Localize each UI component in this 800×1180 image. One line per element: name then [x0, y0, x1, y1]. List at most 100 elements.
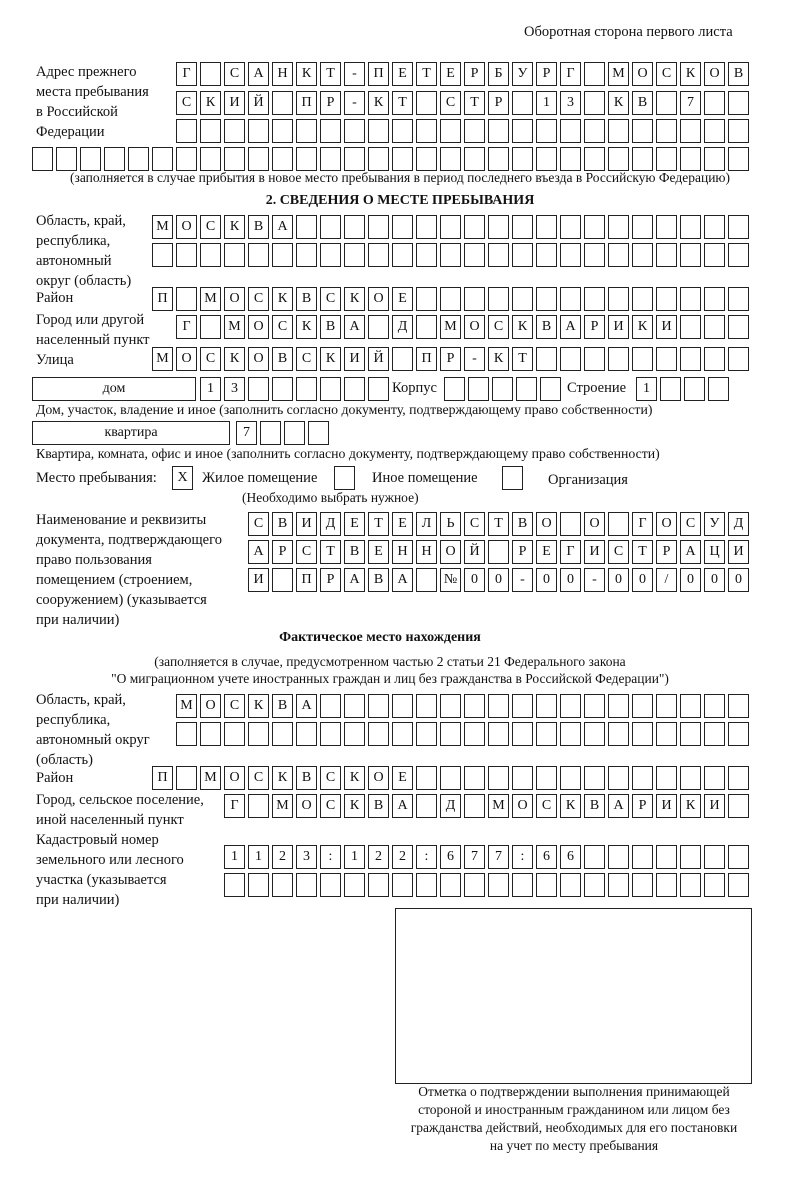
char-cell[interactable]: И	[728, 540, 749, 564]
char-cell[interactable]	[708, 377, 729, 401]
char-cell[interactable]: 0	[704, 568, 725, 592]
char-cell[interactable]: Р	[272, 540, 293, 564]
char-cell[interactable]	[488, 119, 509, 143]
char-cell[interactable]	[704, 91, 725, 115]
char-cell[interactable]	[200, 119, 221, 143]
char-cell[interactable]	[224, 873, 245, 897]
char-cell[interactable]	[128, 147, 149, 171]
char-cell[interactable]: И	[584, 540, 605, 564]
char-cell[interactable]: П	[152, 766, 173, 790]
char-cell[interactable]	[560, 147, 581, 171]
flat-type-field[interactable]: квартира	[32, 421, 230, 445]
char-cell[interactable]	[176, 766, 197, 790]
char-cell[interactable]	[512, 91, 533, 115]
char-cell[interactable]: Е	[344, 512, 365, 536]
house-type-field[interactable]: дом	[32, 377, 196, 401]
char-cell[interactable]: И	[248, 568, 269, 592]
char-cell[interactable]: В	[512, 512, 533, 536]
char-cell[interactable]	[704, 119, 725, 143]
char-cell[interactable]	[260, 421, 281, 445]
char-cell[interactable]	[680, 215, 701, 239]
char-cell[interactable]: И	[344, 347, 365, 371]
char-cell[interactable]	[584, 147, 605, 171]
char-cell[interactable]	[368, 315, 389, 339]
char-cell[interactable]	[704, 147, 725, 171]
char-cell[interactable]	[656, 119, 677, 143]
char-cell[interactable]: -	[344, 91, 365, 115]
char-cell[interactable]	[512, 766, 533, 790]
char-cell[interactable]	[392, 873, 413, 897]
char-cell[interactable]: Д	[440, 794, 461, 818]
char-cell[interactable]: В	[344, 540, 365, 564]
char-cell[interactable]	[344, 119, 365, 143]
char-cell[interactable]	[440, 722, 461, 746]
char-cell[interactable]	[416, 694, 437, 718]
char-cell[interactable]	[536, 243, 557, 267]
char-cell[interactable]	[656, 694, 677, 718]
char-cell[interactable]: -	[464, 347, 485, 371]
char-cell[interactable]: Й	[464, 540, 485, 564]
char-cell[interactable]	[656, 845, 677, 869]
char-cell[interactable]: К	[680, 62, 701, 86]
char-cell[interactable]: П	[296, 91, 317, 115]
char-cell[interactable]	[560, 694, 581, 718]
char-cell[interactable]	[488, 215, 509, 239]
char-cell[interactable]	[632, 766, 653, 790]
char-cell[interactable]	[176, 147, 197, 171]
char-cell[interactable]	[728, 845, 749, 869]
char-cell[interactable]: /	[656, 568, 677, 592]
char-cell[interactable]: Р	[632, 794, 653, 818]
char-cell[interactable]: С	[296, 347, 317, 371]
char-cell[interactable]: О	[296, 794, 317, 818]
char-cell[interactable]: 3	[224, 377, 245, 401]
char-cell[interactable]	[440, 287, 461, 311]
char-cell[interactable]	[344, 873, 365, 897]
char-cell[interactable]: В	[368, 794, 389, 818]
char-cell[interactable]	[176, 243, 197, 267]
char-cell[interactable]	[656, 873, 677, 897]
char-cell[interactable]	[416, 287, 437, 311]
char-cell[interactable]	[584, 215, 605, 239]
char-cell[interactable]	[272, 147, 293, 171]
char-cell[interactable]	[416, 794, 437, 818]
char-cell[interactable]	[632, 873, 653, 897]
char-cell[interactable]: Д	[392, 315, 413, 339]
char-cell[interactable]: 6	[560, 845, 581, 869]
char-cell[interactable]	[728, 794, 749, 818]
char-cell[interactable]: Р	[656, 540, 677, 564]
char-cell[interactable]	[296, 377, 317, 401]
char-cell[interactable]: П	[152, 287, 173, 311]
char-cell[interactable]	[320, 215, 341, 239]
char-cell[interactable]: О	[176, 215, 197, 239]
char-cell[interactable]: О	[464, 315, 485, 339]
char-cell[interactable]	[492, 377, 513, 401]
char-cell[interactable]	[512, 119, 533, 143]
char-cell[interactable]: 0	[632, 568, 653, 592]
char-cell[interactable]	[392, 243, 413, 267]
char-cell[interactable]: К	[632, 315, 653, 339]
char-cell[interactable]	[584, 766, 605, 790]
char-cell[interactable]	[464, 694, 485, 718]
char-cell[interactable]: О	[536, 512, 557, 536]
char-cell[interactable]	[416, 119, 437, 143]
char-cell[interactable]: В	[584, 794, 605, 818]
char-cell[interactable]	[488, 243, 509, 267]
char-cell[interactable]	[608, 119, 629, 143]
char-cell[interactable]	[656, 147, 677, 171]
char-cell[interactable]	[632, 119, 653, 143]
char-cell[interactable]	[200, 62, 221, 86]
char-cell[interactable]	[704, 845, 725, 869]
char-cell[interactable]	[608, 215, 629, 239]
char-cell[interactable]	[320, 873, 341, 897]
char-cell[interactable]	[464, 119, 485, 143]
char-cell[interactable]: М	[272, 794, 293, 818]
char-cell[interactable]	[540, 377, 561, 401]
char-cell[interactable]	[680, 119, 701, 143]
char-cell[interactable]: В	[296, 766, 317, 790]
char-cell[interactable]: Т	[464, 91, 485, 115]
char-cell[interactable]	[512, 873, 533, 897]
char-cell[interactable]: К	[512, 315, 533, 339]
char-cell[interactable]	[680, 243, 701, 267]
char-cell[interactable]	[584, 722, 605, 746]
char-cell[interactable]: Й	[368, 347, 389, 371]
